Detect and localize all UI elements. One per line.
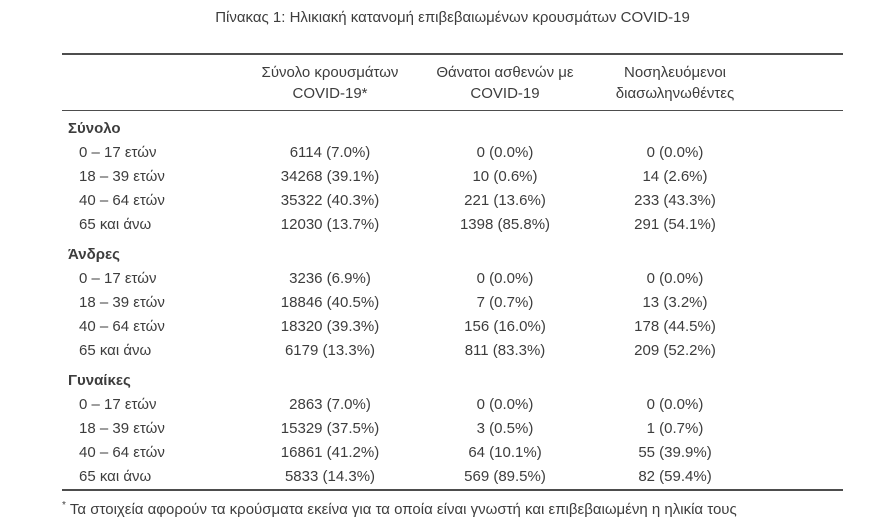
value-cell: 0 (0.0%) bbox=[646, 270, 704, 287]
covid-age-distribution-table: Σύνολο κρουσμάτων COVID-19* Θάνατοι ασθε… bbox=[62, 53, 843, 491]
value-cell: 10 (0.6%) bbox=[472, 168, 538, 185]
section-header-label: Άνδρες bbox=[68, 246, 120, 263]
footnote-text: Τα στοιχεία αφορούν τα κρούσματα εκείνα … bbox=[69, 501, 737, 518]
header-row: Σύνολο κρουσμάτων COVID-19* Θάνατοι ασθε… bbox=[62, 55, 843, 111]
section-header-row: Γυναίκες bbox=[62, 363, 843, 393]
value-cell: 12030 (13.7%) bbox=[280, 216, 380, 233]
age-group-label: 0 – 17 ετών bbox=[79, 396, 157, 413]
table-row: 0 – 17 ετών 3236 (6.9%) 0 (0.0%) 0 (0.0%) bbox=[62, 267, 843, 291]
value-cell: 7 (0.7%) bbox=[476, 294, 534, 311]
spacer-cell bbox=[765, 393, 843, 417]
column-header-deaths: Θάνατοι ασθενών με COVID-19 bbox=[425, 55, 585, 111]
age-group-label: 0 – 17 ετών bbox=[79, 144, 157, 161]
spacer-cell bbox=[765, 465, 843, 489]
table-row: 18 – 39 ετών 15329 (37.5%) 3 (0.5%) 1 (0.7%… bbox=[62, 417, 843, 441]
table-body: Σύνολο 0 – 17 ετών 6114 (7.0%) 0 (0.0%) 0 (0… bbox=[62, 111, 843, 490]
value-cell: 178 (44.5%) bbox=[634, 318, 716, 335]
table-footnote: * Τα στοιχεία αφορούν τα κρούσματα εκείνα… bbox=[62, 491, 843, 519]
value-cell: 811 (83.3%) bbox=[464, 342, 546, 359]
table-row: 65 και άνω 5833 (14.3%) 569 (89.5%) 82 (59.… bbox=[62, 465, 843, 489]
value-cell: 55 (39.9%) bbox=[638, 444, 712, 461]
value-cell: 2863 (7.0%) bbox=[289, 396, 371, 413]
spacer-cell bbox=[765, 189, 843, 213]
value-cell: 18320 (39.3%) bbox=[280, 318, 380, 335]
value-cell: 0 (0.0%) bbox=[646, 396, 704, 413]
table-header: Σύνολο κρουσμάτων COVID-19* Θάνατοι ασθε… bbox=[62, 55, 843, 111]
value-cell: 1 (0.7%) bbox=[646, 420, 704, 437]
value-cell: 15329 (37.5%) bbox=[280, 420, 380, 437]
value-cell: 569 (89.5%) bbox=[464, 468, 546, 485]
spacer-cell bbox=[765, 315, 843, 339]
age-group-label: 18 – 39 ετών bbox=[79, 294, 165, 311]
value-cell: 64 (10.1%) bbox=[468, 444, 542, 461]
table-title: Πίνακας 1: Ηλικιακή κατανομή επιβεβαιωμέ… bbox=[215, 9, 690, 26]
value-cell: 221 (13.6%) bbox=[464, 192, 546, 209]
empty-header-cell bbox=[62, 55, 235, 111]
value-cell: 0 (0.0%) bbox=[476, 396, 534, 413]
table-row: 40 – 64 ετών 18320 (39.3%) 156 (16.0%) 178 … bbox=[62, 315, 843, 339]
section-header-row: Άνδρες bbox=[62, 237, 843, 267]
footnote-asterisk: * bbox=[62, 500, 66, 511]
value-cell: 34268 (39.1%) bbox=[280, 168, 380, 185]
value-cell: 3236 (6.9%) bbox=[289, 270, 371, 287]
value-cell: 6179 (13.3%) bbox=[284, 342, 376, 359]
spacer-cell bbox=[765, 141, 843, 165]
section-header-label: Γυναίκες bbox=[68, 372, 131, 389]
value-cell: 14 (2.6%) bbox=[642, 168, 708, 185]
table-row: 65 και άνω 6179 (13.3%) 811 (83.3%) 209 (52… bbox=[62, 339, 843, 363]
value-cell: 209 (52.2%) bbox=[634, 342, 716, 359]
table-row: 18 – 39 ετών 34268 (39.1%) 10 (0.6%) 14 (2.… bbox=[62, 165, 843, 189]
table-row: 40 – 64 ετών 35322 (40.3%) 221 (13.6%) 233 … bbox=[62, 189, 843, 213]
value-cell: 156 (16.0%) bbox=[464, 318, 546, 335]
spacer-cell bbox=[765, 213, 843, 237]
value-cell: 5833 (14.3%) bbox=[284, 468, 376, 485]
age-group-label: 40 – 64 ετών bbox=[79, 318, 165, 335]
table-row: 65 και άνω 12030 (13.7%) 1398 (85.8%) 291 (… bbox=[62, 213, 843, 237]
value-cell: 0 (0.0%) bbox=[476, 144, 534, 161]
section-header-row: Σύνολο bbox=[62, 111, 843, 142]
table-row: 40 – 64 ετών 16861 (41.2%) 64 (10.1%) 55 (3… bbox=[62, 441, 843, 465]
age-group-label: 65 και άνω bbox=[79, 342, 152, 359]
section-header-label: Σύνολο bbox=[68, 120, 121, 137]
empty-header-cell bbox=[765, 55, 843, 111]
spacer-cell bbox=[765, 267, 843, 291]
value-cell: 1398 (85.8%) bbox=[459, 216, 551, 233]
age-group-label: 0 – 17 ετών bbox=[79, 270, 157, 287]
table-row: 18 – 39 ετών 18846 (40.5%) 7 (0.7%) 13 (3.2… bbox=[62, 291, 843, 315]
value-cell: 291 (54.1%) bbox=[634, 216, 716, 233]
value-cell: 82 (59.4%) bbox=[638, 468, 712, 485]
data-table: Σύνολο κρουσμάτων COVID-19* Θάνατοι ασθε… bbox=[62, 55, 843, 489]
spacer-cell bbox=[765, 291, 843, 315]
value-cell: 0 (0.0%) bbox=[476, 270, 534, 287]
spacer-cell bbox=[765, 441, 843, 465]
age-group-label: 40 – 64 ετών bbox=[79, 192, 165, 209]
value-cell: 0 (0.0%) bbox=[646, 144, 704, 161]
value-cell: 13 (3.2%) bbox=[642, 294, 708, 311]
value-cell: 35322 (40.3%) bbox=[280, 192, 380, 209]
table-row: 0 – 17 ετών 2863 (7.0%) 0 (0.0%) 0 (0.0%) bbox=[62, 393, 843, 417]
column-header-intubated: Νοσηλευόμενοι διασωληνωθέντες bbox=[585, 55, 765, 111]
spacer-cell bbox=[765, 339, 843, 363]
value-cell: 18846 (40.5%) bbox=[280, 294, 380, 311]
value-cell: 16861 (41.2%) bbox=[280, 444, 380, 461]
column-header-total-cases: Σύνολο κρουσμάτων COVID-19* bbox=[235, 55, 425, 111]
age-group-label: 18 – 39 ετών bbox=[79, 420, 165, 437]
table-row: 0 – 17 ετών 6114 (7.0%) 0 (0.0%) 0 (0.0%) bbox=[62, 141, 843, 165]
age-group-label: 65 και άνω bbox=[79, 216, 152, 233]
age-group-label: 40 – 64 ετών bbox=[79, 444, 165, 461]
age-group-label: 65 και άνω bbox=[79, 468, 152, 485]
age-group-label: 18 – 39 ετών bbox=[79, 168, 165, 185]
value-cell: 6114 (7.0%) bbox=[289, 144, 371, 161]
spacer-cell bbox=[765, 165, 843, 189]
value-cell: 233 (43.3%) bbox=[634, 192, 716, 209]
value-cell: 3 (0.5%) bbox=[476, 420, 534, 437]
spacer-cell bbox=[765, 417, 843, 441]
